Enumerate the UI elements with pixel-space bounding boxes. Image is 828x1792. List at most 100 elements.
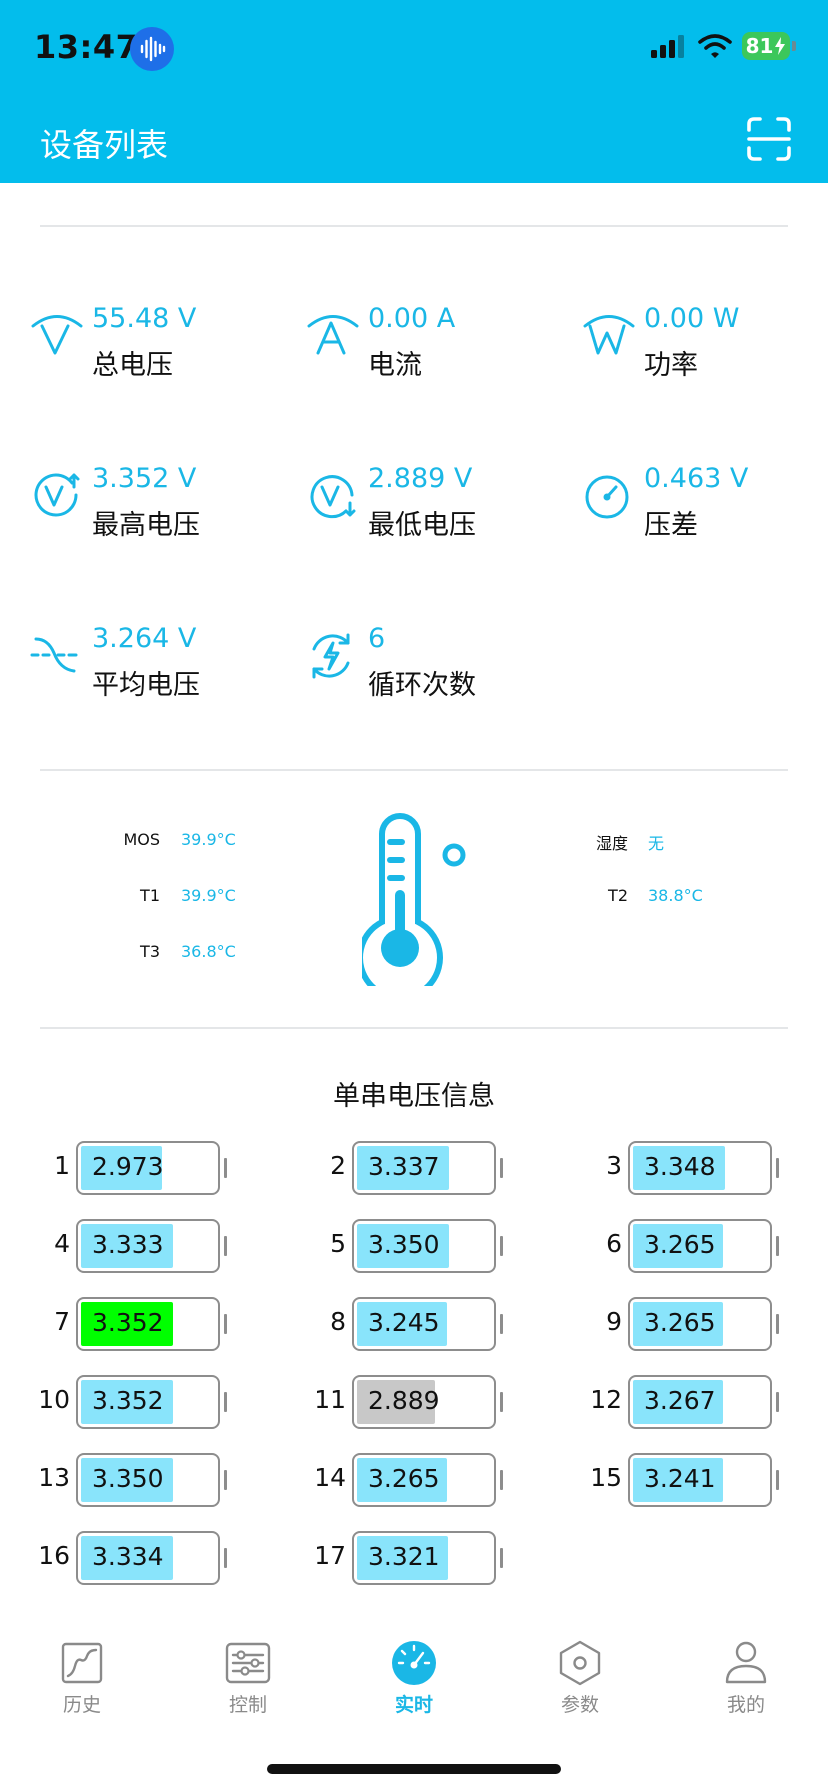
tab-label: 实时	[394, 1694, 433, 1716]
cell-1: 1 2.973	[34, 1141, 234, 1195]
app-header: 13:47	[0, 0, 828, 183]
battery-indicator: 81	[742, 32, 796, 60]
cell-voltage: 3.245	[368, 1308, 440, 1337]
cell-battery-cap	[224, 1236, 227, 1256]
cell-battery-cap	[776, 1158, 779, 1178]
humidity-value: 无	[648, 834, 665, 853]
metric-label: 总电压	[92, 350, 173, 381]
t1-label: T1	[140, 886, 160, 905]
metric-label: 循环次数	[368, 670, 476, 701]
cell-number: 2	[330, 1151, 346, 1180]
tab-history[interactable]: 历史	[22, 1640, 142, 1720]
metric-power: 0.00 W 功率	[582, 303, 828, 383]
cell-battery-cap	[500, 1236, 503, 1256]
cell-battery-cap	[500, 1548, 503, 1568]
current-icon	[307, 315, 359, 355]
metric-value: 2.889 V	[368, 463, 473, 494]
cell-voltage: 3.321	[368, 1542, 440, 1571]
metric-value: 0.463 V	[644, 463, 749, 494]
wifi-icon	[698, 34, 732, 58]
cell-number: 11	[314, 1385, 346, 1414]
cell-number: 3	[606, 1151, 622, 1180]
cell-battery-cap	[776, 1392, 779, 1412]
cell-battery-cap	[776, 1470, 779, 1490]
cell-number: 1	[54, 1151, 70, 1180]
cell-15: 15 3.241	[586, 1453, 786, 1507]
cell-level-fill	[633, 1224, 723, 1268]
chart-line-icon	[61, 1642, 103, 1684]
cell-number: 10	[38, 1385, 70, 1414]
tab-label: 参数	[560, 1694, 599, 1716]
cell-5: 5 3.350	[310, 1219, 510, 1273]
metric-label: 功率	[644, 350, 698, 381]
cell-battery: 3.334	[76, 1531, 220, 1585]
cell-battery: 3.267	[628, 1375, 772, 1429]
metric-min-voltage: 2.889 V 最低电压	[306, 463, 566, 543]
power-icon	[583, 315, 635, 355]
cell-level-fill	[81, 1302, 174, 1346]
tab-label: 我的	[726, 1694, 765, 1716]
cell-number: 8	[330, 1307, 346, 1336]
t2-temperature: 38.8°C	[648, 886, 703, 905]
metric-voltage-difference: 0.463 V 压差	[582, 463, 828, 543]
metric-total-voltage: 55.48 V 总电压	[30, 303, 290, 383]
cell-number: 9	[606, 1307, 622, 1336]
sliders-icon	[225, 1642, 271, 1684]
cell-9: 9 3.265	[586, 1297, 786, 1351]
metric-value: 0.00 A	[368, 303, 456, 334]
cycle-bolt-icon	[312, 633, 350, 679]
cell-level-fill	[81, 1224, 174, 1268]
metric-value: 55.48 V	[92, 303, 197, 334]
metric-label: 最高电压	[92, 510, 200, 541]
cell-battery-cap	[500, 1158, 503, 1178]
metric-value: 0.00 W	[644, 303, 740, 334]
charging-bolt-icon	[775, 37, 786, 55]
cell-battery: 3.265	[352, 1453, 496, 1507]
cell-voltage: 2.973	[92, 1152, 164, 1181]
cell-level-fill	[81, 1458, 174, 1502]
tab-parameters[interactable]: 参数	[520, 1640, 640, 1720]
metric-label: 平均电压	[92, 670, 200, 701]
tab-profile[interactable]: 我的	[686, 1640, 806, 1720]
cell-level-fill	[81, 1146, 163, 1190]
cell-number: 17	[314, 1541, 346, 1570]
tab-label: 控制	[228, 1694, 267, 1716]
cell-voltage: 3.265	[644, 1230, 716, 1259]
speedometer-icon	[392, 1641, 436, 1685]
metric-max-voltage: 3.352 V 最高电压	[30, 463, 290, 543]
cell-level-fill	[357, 1458, 447, 1502]
cell-level-fill	[357, 1302, 447, 1346]
humidity-label: 湿度	[595, 834, 628, 853]
cell-12: 12 3.267	[586, 1375, 786, 1429]
cell-battery-cap	[224, 1548, 227, 1568]
cell-battery: 3.265	[628, 1297, 772, 1351]
cell-voltage: 3.265	[368, 1464, 440, 1493]
cell-level-fill	[357, 1380, 436, 1424]
cell-2: 2 3.337	[310, 1141, 510, 1195]
metric-average-voltage: 3.264 V 平均电压	[30, 623, 290, 703]
cell-level-fill	[357, 1536, 448, 1580]
cell-number: 7	[54, 1307, 70, 1336]
cell-6: 6 3.265	[586, 1219, 786, 1273]
page-title: 设备列表	[40, 126, 169, 164]
tab-control[interactable]: 控制	[188, 1640, 308, 1720]
cell-level-fill	[633, 1302, 723, 1346]
cell-number: 13	[38, 1463, 70, 1492]
t1-temperature: 39.9°C	[181, 886, 236, 905]
cell-number: 5	[330, 1229, 346, 1258]
tab-realtime[interactable]: 实时	[354, 1640, 474, 1720]
metric-current: 0.00 A 电流	[306, 303, 566, 383]
thermometer-icon	[362, 813, 466, 986]
metric-label: 最低电压	[368, 510, 476, 541]
scan-icon[interactable]	[746, 116, 792, 162]
cell-battery: 2.889	[352, 1375, 496, 1429]
cell-17: 17 3.321	[310, 1531, 510, 1585]
cell-14: 14 3.265	[310, 1453, 510, 1507]
t3-label: T3	[140, 942, 160, 961]
cell-battery: 3.241	[628, 1453, 772, 1507]
battery-level: 81	[742, 32, 790, 60]
cell-battery: 3.245	[352, 1297, 496, 1351]
cell-13: 13 3.350	[34, 1453, 234, 1507]
average-wave-icon	[30, 637, 78, 673]
